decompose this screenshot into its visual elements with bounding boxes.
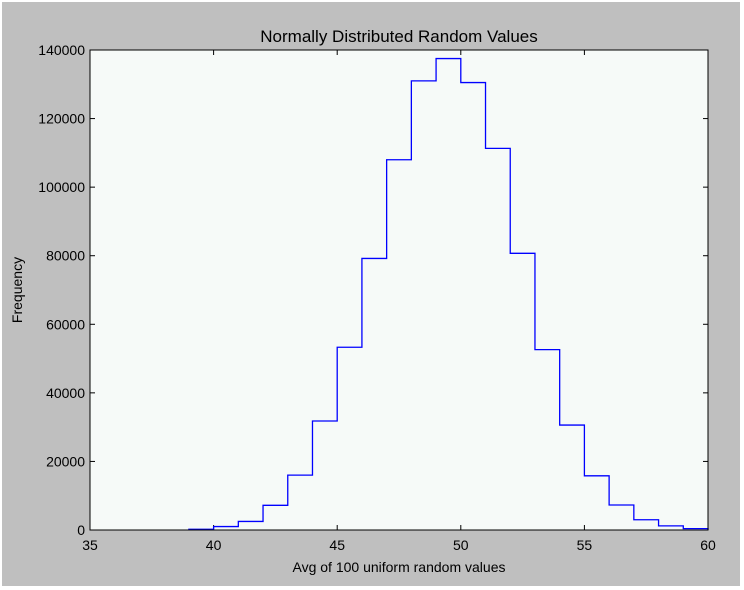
plot-area [90, 50, 708, 530]
histogram-step-line [188, 57, 709, 530]
x-axis-label: Avg of 100 uniform random values [293, 559, 506, 575]
y-tick-label: 20000 [46, 453, 85, 469]
y-tick-label: 80000 [46, 248, 85, 264]
x-tick-label: 60 [700, 537, 716, 553]
plot-frame [89, 49, 709, 531]
x-tick-label: 45 [329, 537, 345, 553]
x-tick-label: 35 [82, 537, 98, 553]
y-tick-label: 100000 [38, 179, 85, 195]
y-tick-label: 0 [77, 522, 85, 538]
ticks-layer: 35 40 45 50 55 60 0 20000 40000 60000 80000 100000 1… [38, 42, 716, 553]
x-tick-label: 40 [206, 537, 222, 553]
x-tick-label: 55 [577, 537, 593, 553]
x-tick-label: 50 [453, 537, 469, 553]
y-axis-label: Frequency [9, 257, 25, 323]
y-tick-label: 140000 [38, 42, 85, 58]
chart-title: Normally Distributed Random Values [260, 27, 537, 46]
y-tick-label: 120000 [38, 111, 85, 127]
y-tick-label: 40000 [46, 385, 85, 401]
y-tick-label: 60000 [46, 316, 85, 332]
